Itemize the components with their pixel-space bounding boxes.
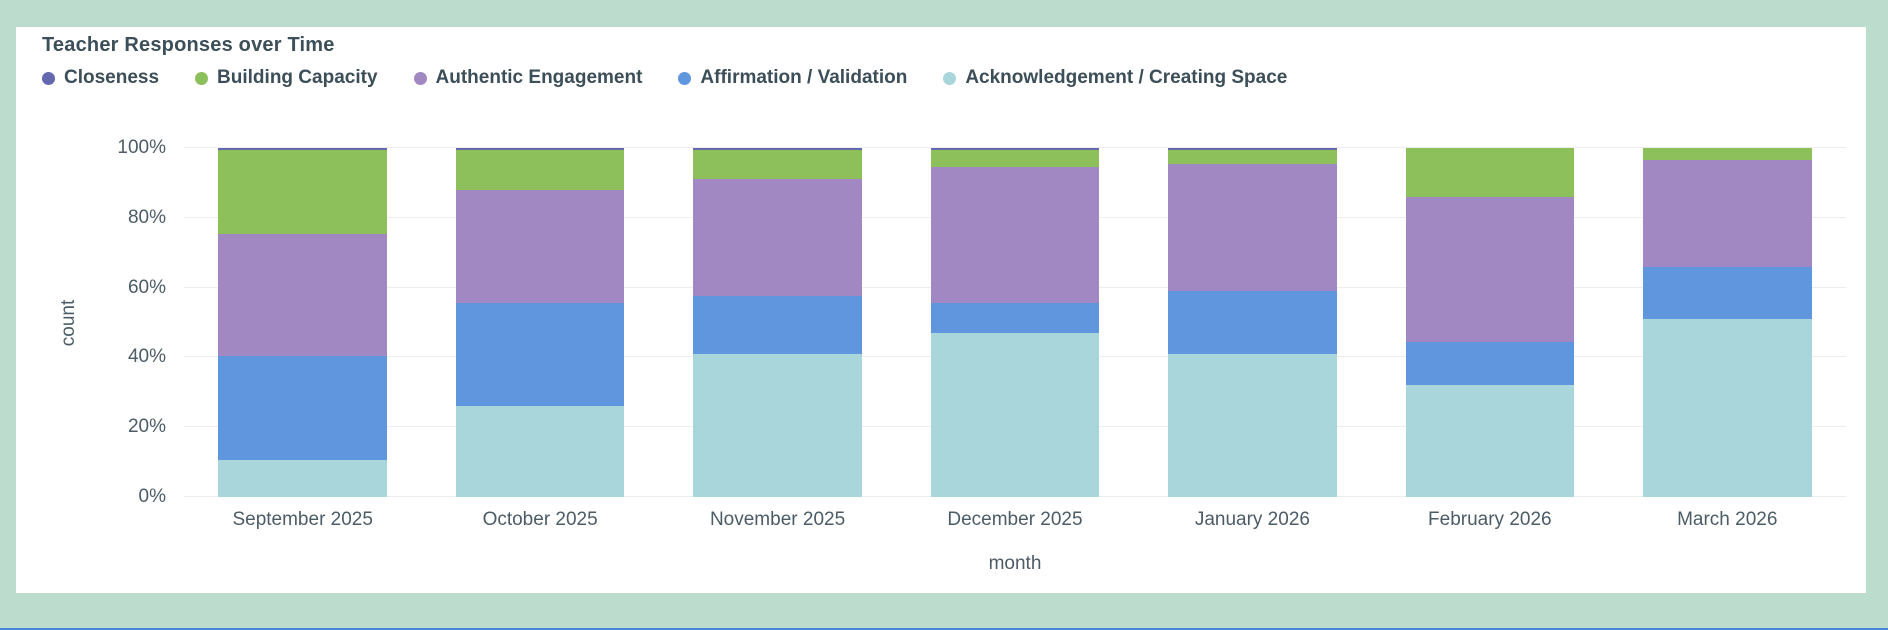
y-tick-100: 100% [117, 137, 166, 158]
legend-item-closeness[interactable]: Closeness [42, 67, 159, 89]
legend-label: Authentic Engagement [435, 67, 643, 88]
bar-column-december-2025 [896, 148, 1133, 497]
bottom-edge-strip [0, 628, 1888, 630]
legend-label: Acknowledgement / Creating Space [965, 67, 1288, 88]
y-tick-40: 40% [127, 346, 166, 368]
segment-building-capacity-october-2025[interactable] [455, 149, 625, 190]
bar-october-2025 [455, 148, 625, 497]
segment-acknowledgement-creating-space-february-2026[interactable] [1405, 385, 1575, 497]
x-axis-label: month [988, 553, 1042, 574]
plot-area [184, 147, 1846, 497]
gridline-100 [184, 147, 1846, 148]
legend-label: Building Capacity [217, 67, 378, 88]
x-tick-february-2026: February 2026 [1428, 509, 1552, 530]
segment-affirmation-validation-march-2026[interactable] [1642, 266, 1812, 320]
bars-container [184, 148, 1846, 497]
bar-january-2026 [1168, 148, 1337, 497]
segment-affirmation-validation-february-2026[interactable] [1405, 341, 1575, 386]
x-tick-november-2025: November 2025 [709, 509, 846, 530]
segment-acknowledgement-creating-space-december-2025[interactable] [930, 332, 1100, 497]
bar-column-november-2025 [659, 148, 896, 497]
segment-authentic-engagement-february-2026[interactable] [1405, 196, 1575, 342]
legend-item-building-capacity[interactable]: Building Capacity [195, 67, 378, 89]
bar-december-2025 [930, 148, 1100, 497]
segment-building-capacity-september-2025[interactable] [218, 149, 387, 234]
segment-authentic-engagement-september-2025[interactable] [218, 233, 387, 356]
legend-dot-closeness [42, 71, 55, 85]
legend: Closeness Building Capacity Authentic Enga… [42, 67, 1287, 89]
bar-september-2025 [218, 148, 387, 497]
legend-item-affirmation-validation[interactable]: Affirmation / Validation [678, 67, 907, 89]
y-axis-ticks: 0% 20% 40% 60% 80% 100% [76, 137, 166, 507]
segment-affirmation-validation-december-2025[interactable] [930, 303, 1100, 333]
y-tick-60: 60% [127, 276, 166, 298]
chart-title: Teacher Responses over Time [42, 34, 335, 56]
segment-affirmation-validation-january-2026[interactable] [1168, 291, 1337, 354]
bar-march-2026 [1642, 148, 1812, 497]
x-tick-january-2026: January 2026 [1194, 509, 1310, 530]
legend-label: Affirmation / Validation [700, 67, 908, 88]
chart-card: Teacher Responses over Time Closeness Bui… [16, 27, 1866, 593]
y-tick-20: 20% [127, 416, 166, 438]
y-tick-80: 80% [127, 206, 166, 228]
segment-acknowledgement-creating-space-march-2026[interactable] [1642, 319, 1812, 497]
x-tick-september-2025: September 2025 [232, 509, 373, 530]
segment-building-capacity-february-2026[interactable] [1405, 148, 1575, 197]
x-axis-tick-labels: September 2025 October 2025 November 2025 D… [184, 509, 1846, 531]
legend-dot-acknowledgement-creating-space [943, 71, 957, 85]
legend-item-acknowledgement-creating-space[interactable]: Acknowledgement / Creating Space [943, 67, 1287, 89]
segment-affirmation-validation-october-2025[interactable] [455, 303, 625, 407]
segment-building-capacity-december-2025[interactable] [930, 149, 1100, 168]
legend-dot-affirmation-validation [678, 71, 692, 85]
segment-authentic-engagement-january-2026[interactable] [1168, 163, 1337, 292]
bar-february-2026 [1405, 148, 1575, 497]
segment-building-capacity-march-2026[interactable] [1642, 148, 1812, 161]
bar-column-march-2026 [1609, 148, 1846, 497]
segment-closeness-september-2025[interactable] [218, 148, 387, 150]
bar-column-january-2026 [1134, 148, 1371, 497]
segment-acknowledgement-creating-space-october-2025[interactable] [455, 406, 625, 497]
segment-closeness-january-2026[interactable] [1168, 148, 1337, 150]
bar-november-2025 [693, 148, 862, 497]
segment-affirmation-validation-september-2025[interactable] [218, 355, 387, 461]
legend-dot-authentic-engagement [413, 71, 427, 85]
segment-authentic-engagement-march-2026[interactable] [1642, 160, 1812, 267]
legend-label: Closeness [64, 67, 160, 88]
segment-authentic-engagement-december-2025[interactable] [930, 167, 1100, 304]
segment-acknowledgement-creating-space-september-2025[interactable] [218, 460, 387, 497]
segment-affirmation-validation-november-2025[interactable] [693, 296, 862, 354]
segment-acknowledgement-creating-space-january-2026[interactable] [1168, 353, 1337, 497]
segment-authentic-engagement-october-2025[interactable] [455, 189, 625, 304]
segment-building-capacity-november-2025[interactable] [693, 149, 862, 180]
segment-closeness-december-2025[interactable] [930, 148, 1100, 150]
bar-column-february-2026 [1371, 148, 1608, 497]
x-tick-december-2025: December 2025 [947, 509, 1083, 530]
y-tick-0: 0% [138, 486, 166, 507]
legend-dot-building-capacity [195, 71, 209, 85]
x-tick-march-2026: March 2026 [1677, 509, 1778, 530]
legend-item-authentic-engagement[interactable]: Authentic Engagement [413, 67, 643, 89]
segment-closeness-october-2025[interactable] [455, 148, 625, 150]
segment-closeness-november-2025[interactable] [693, 148, 862, 150]
bar-column-october-2025 [421, 148, 658, 497]
segment-acknowledgement-creating-space-november-2025[interactable] [693, 353, 862, 497]
x-tick-october-2025: October 2025 [482, 509, 598, 530]
bar-column-september-2025 [184, 148, 421, 497]
segment-building-capacity-january-2026[interactable] [1168, 149, 1337, 164]
segment-authentic-engagement-november-2025[interactable] [693, 179, 862, 297]
